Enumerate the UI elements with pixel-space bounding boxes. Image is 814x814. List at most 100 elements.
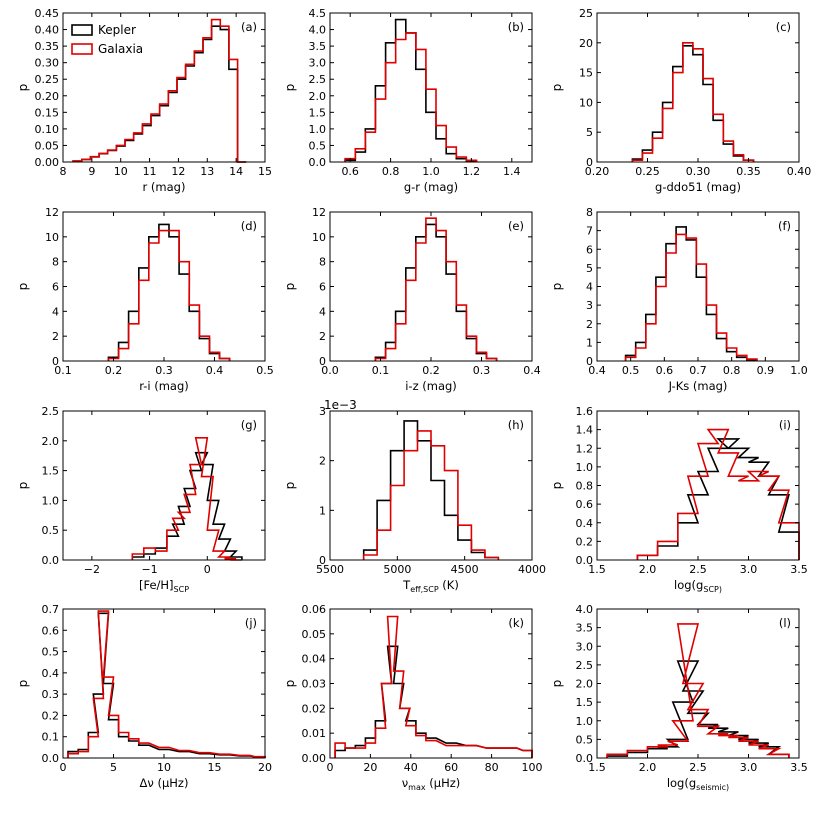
y-tick-label: 2.0	[42, 435, 60, 448]
x-tick-label: 4500	[451, 563, 479, 576]
x-tick-label: 0.0	[321, 364, 339, 377]
x-axis-label: log(gseismic)	[667, 776, 729, 792]
series-galaxia	[631, 42, 755, 162]
x-axis-label: [Fe/H]SCP	[139, 578, 189, 594]
y-tick-label: 1.5	[576, 696, 594, 709]
x-tick-label: 2.0	[639, 563, 657, 576]
series-galaxia	[107, 229, 231, 361]
x-tick-label: 5	[110, 761, 117, 774]
y-tick-label: 0.15	[35, 106, 60, 119]
y-tick-label: 2.5	[42, 405, 60, 418]
y-tick-label: 0.0	[576, 752, 594, 765]
y-tick-label: 0.00	[302, 752, 327, 765]
x-tick-label: 2.0	[639, 761, 657, 774]
axes-frame	[596, 410, 800, 561]
y-tick-label: 0.00	[35, 156, 60, 169]
y-axis-label: p	[550, 84, 564, 92]
x-tick-label: 8	[60, 165, 67, 178]
x-tick-label: −2	[84, 563, 100, 576]
series-kepler	[107, 223, 231, 361]
legend-label-galaxia: Galaxia	[98, 42, 143, 56]
y-tick-label: 12	[45, 206, 59, 219]
y-tick-label: 3	[319, 405, 326, 418]
x-tick-label: 13	[200, 165, 214, 178]
y-tick-label: 8	[586, 206, 593, 219]
y-tick-label: 12	[312, 206, 326, 219]
x-tick-label: 9	[88, 165, 95, 178]
series-kepler	[362, 420, 500, 560]
x-tick-label: 12	[171, 165, 185, 178]
legend-swatch-galaxia	[71, 43, 93, 55]
x-tick-label: 1.0	[790, 364, 808, 377]
y-tick-label: 1.0	[576, 715, 594, 728]
y-tick-label: 1.0	[42, 494, 60, 507]
y-tick-label: 1.0	[309, 123, 327, 136]
panel-i: 1.5 2.0 2.5 3.0 3.5 0.0 0.2 0.4 0.6 0.8 1.0 1.2 1.4 1…	[550, 405, 808, 594]
axes-frame	[329, 410, 533, 561]
panel-j: 0 5 10 15 20 0.0 0.1 0.2 0.3 0.4 0.5 0.6 0.7 (j) Δν (μ…	[16, 603, 272, 790]
y-tick-label: 2.0	[576, 678, 594, 691]
x-tick-label: 5500	[316, 563, 344, 576]
y-tick-label: 0.05	[302, 628, 327, 641]
y-tick-label: 2	[52, 330, 59, 343]
y-tick-label: 1	[586, 336, 593, 349]
y-tick-label: 0.01	[302, 727, 327, 740]
y-tick-label: 0.6	[576, 498, 594, 511]
x-axis-label: r-i (mag)	[139, 379, 189, 393]
panel-b: 0.6 0.8 1.0 1.2 1.4 0.0 0.5 1.0 1.5 2.0 2.5 3.0 3.5 4…	[283, 7, 533, 194]
y-tick-label: 0.25	[35, 73, 60, 86]
x-tick-label: 1.5	[588, 761, 606, 774]
y-tick-label: 3	[586, 299, 593, 312]
x-axis-label: g-r (mag)	[404, 180, 458, 194]
y-tick-label: 1	[319, 504, 326, 517]
y-tick-label: 0	[52, 355, 59, 368]
y-tick-label: 0	[586, 355, 593, 368]
y-tick-label: 0.4	[576, 517, 594, 530]
x-tick-label: 0.40	[787, 165, 812, 178]
x-tick-label: 0.30	[686, 165, 711, 178]
x-tick-label: 0.25	[635, 165, 660, 178]
panel-l: 1.5 2.0 2.5 3.0 3.5 0.0 0.5 1.0 1.5 2.0 2.5 3.0 3.5 4…	[550, 603, 808, 792]
x-tick-label: 0.20	[585, 165, 610, 178]
axes-frame	[62, 410, 266, 561]
y-tick-label: 2.0	[309, 90, 327, 103]
y-tick-label: 0	[319, 554, 326, 567]
x-tick-label: 0	[60, 761, 67, 774]
x-axis-label: r (mag)	[143, 180, 186, 194]
y-tick-label: 0.30	[35, 57, 60, 70]
panel-d: 0.1 0.2 0.3 0.4 0.5 0 2 4 6 8 10 12 (d) r-i (mag) p	[16, 206, 274, 393]
y-axis-label: p	[16, 482, 30, 490]
y-tick-label: 10	[312, 231, 326, 244]
y-tick-label: 6	[52, 281, 59, 294]
series-galaxia	[606, 623, 790, 758]
y-tick-label: 0.10	[35, 123, 60, 136]
x-tick-label: 0.8	[382, 165, 400, 178]
panel-f: 0.4 0.5 0.6 0.7 0.8 0.9 1.0 0 1 2 3 4 5 6 7 8 (f) J-Ks (m…	[550, 206, 808, 393]
axes-frame	[329, 12, 533, 163]
x-tick-label: 0.5	[622, 364, 640, 377]
y-tick-label: 0.0	[576, 554, 594, 567]
y-axis-label: p	[283, 680, 297, 688]
y-tick-label: 4.0	[309, 24, 327, 37]
axes-frame	[62, 12, 266, 163]
series-galaxia	[374, 217, 498, 361]
y-tick-label: 15	[579, 67, 593, 80]
series-galaxia	[362, 430, 500, 560]
y-tick-label: 0.45	[35, 7, 60, 20]
x-tick-label: 14	[229, 165, 243, 178]
legend-swatch-kepler	[71, 24, 93, 36]
y-tick-label: 0.2	[42, 709, 60, 722]
y-tick-label: 0.0	[42, 752, 60, 765]
y-tick-label: 8	[319, 256, 326, 269]
series-galaxia	[131, 437, 242, 561]
y-tick-label: 4.5	[309, 7, 327, 20]
y-tick-label: 0	[319, 355, 326, 368]
legend: Kepler Galaxia	[71, 23, 143, 56]
y-axis-label: p	[550, 482, 564, 490]
y-tick-label: 10	[579, 96, 593, 109]
x-tick-label: 80	[485, 761, 499, 774]
axes-frame	[62, 608, 266, 759]
axes-frame	[596, 211, 800, 362]
series-galaxia	[636, 428, 800, 560]
series-galaxia	[344, 32, 478, 162]
